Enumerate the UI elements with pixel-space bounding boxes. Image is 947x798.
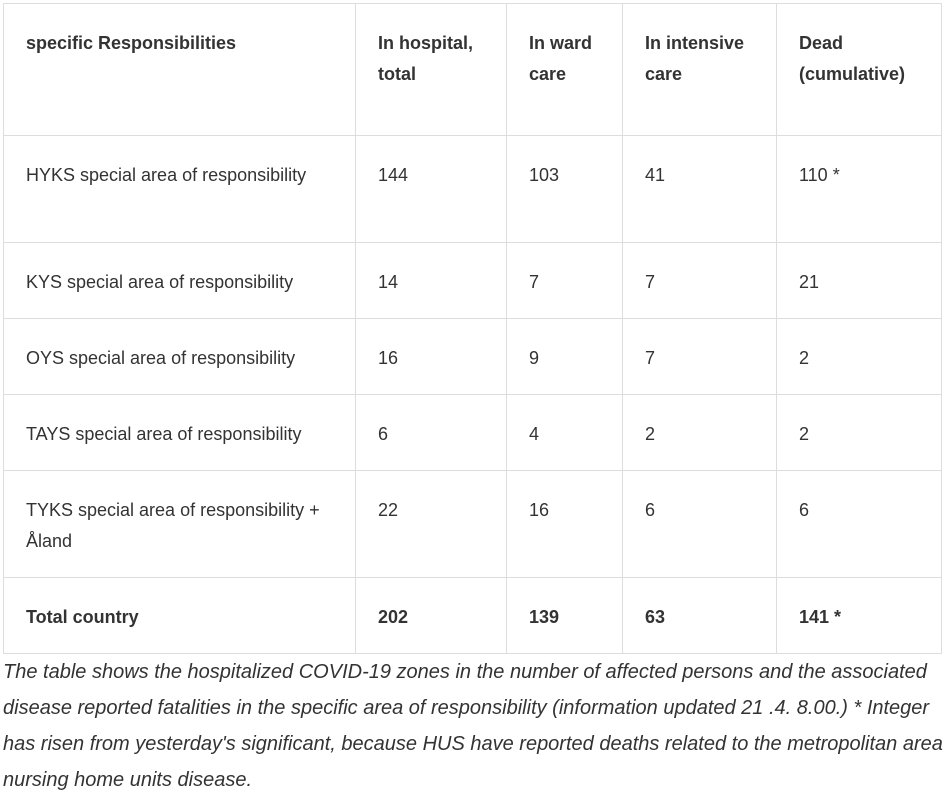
cell: 14 [355, 242, 507, 319]
header-cell: specific Responsibilities [3, 3, 356, 136]
cell: 63 [622, 577, 777, 654]
row-label: TAYS special area of responsibility [3, 394, 356, 471]
header-cell: In ward care [506, 3, 623, 136]
total-row: Total country 202 139 63 141 * [3, 577, 942, 654]
cell: 6 [776, 470, 942, 578]
cell: 103 [506, 135, 623, 243]
cell: 7 [622, 242, 777, 319]
cell: 110 * [776, 135, 942, 243]
cell: 21 [776, 242, 942, 319]
cell: 2 [776, 318, 942, 395]
data-table: specific Responsibilities In hospital, to… [3, 3, 942, 654]
header-row: specific Responsibilities In hospital, to… [3, 3, 942, 136]
cell: 139 [506, 577, 623, 654]
cell: 6 [355, 394, 507, 471]
row-label: TYKS special area of responsibility + Ål… [3, 470, 356, 578]
cell: 2 [622, 394, 777, 471]
data-row: TYKS special area of responsibility + Ål… [3, 470, 942, 578]
table-caption: The table shows the hospitalized COVID-1… [3, 661, 943, 791]
table-head: specific Responsibilities In hospital, to… [3, 3, 942, 136]
cell: 6 [622, 470, 777, 578]
cell: 9 [506, 318, 623, 395]
cell: 41 [622, 135, 777, 243]
cell: 202 [355, 577, 507, 654]
table-body: HYKS special area of responsibility 144 10… [3, 135, 942, 654]
cell: 2 [776, 394, 942, 471]
header-cell: In hospital, total [355, 3, 507, 136]
header-cell: In intensive care [622, 3, 777, 136]
row-label: Total country [3, 577, 356, 654]
cell: 16 [506, 470, 623, 578]
data-row: KYS special area of responsibility 14 7 7 21 [3, 242, 942, 319]
data-row: HYKS special area of responsibility 144 10… [3, 135, 942, 243]
cell: 7 [622, 318, 777, 395]
cell: 16 [355, 318, 507, 395]
cell: 4 [506, 394, 623, 471]
cell: 144 [355, 135, 507, 243]
cell: 141 * [776, 577, 942, 654]
cell: 22 [355, 470, 507, 578]
row-label: KYS special area of responsibility [3, 242, 356, 319]
cell: 7 [506, 242, 623, 319]
row-label: HYKS special area of responsibility [3, 135, 356, 243]
data-row: OYS special area of responsibility 16 9 7 2 [3, 318, 942, 395]
row-label: OYS special area of responsibility [3, 318, 356, 395]
data-row: TAYS special area of responsibility 6 4 2 2 [3, 394, 942, 471]
header-cell: Dead (cumulative) [776, 3, 942, 136]
